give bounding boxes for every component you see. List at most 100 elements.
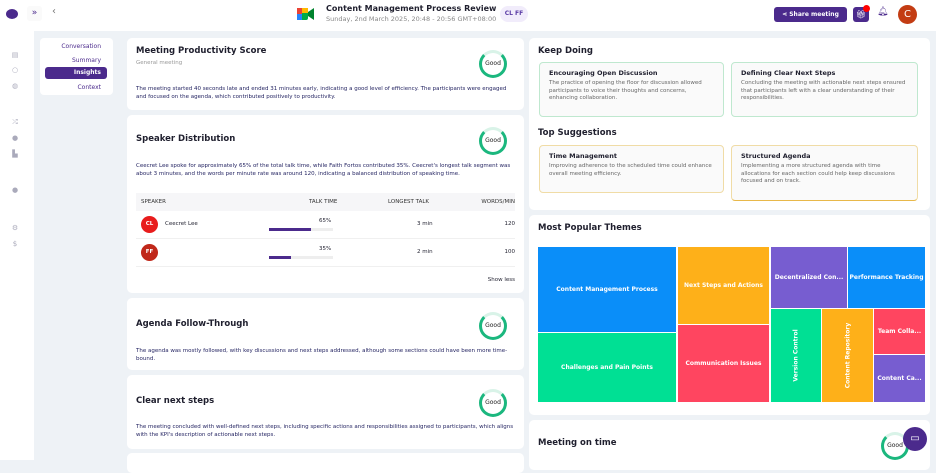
item-text: The practice of opening the floor for di… — [549, 80, 702, 101]
user-avatar[interactable]: C — [898, 5, 917, 24]
themes-card: Most Popular Themes Content Management P… — [529, 215, 930, 415]
show-less-link[interactable]: Show less — [487, 277, 515, 283]
search-icon[interactable]: ○ — [11, 66, 19, 74]
card-text: The meeting started 40 seconds late and … — [136, 86, 507, 100]
card-title: Agenda Follow-Through — [136, 319, 249, 329]
speaker-table: SPEAKER TALK TIME LONGEST TALK WORDS/MIN… — [136, 193, 515, 267]
longest-talk: 2 min — [417, 249, 433, 255]
col-speaker: SPEAKER — [141, 199, 166, 205]
agenda-card: Agenda Follow-Through Good The agenda wa… — [127, 298, 524, 370]
google-meet-icon — [297, 8, 314, 20]
app-logo[interactable] — [6, 9, 18, 19]
score-badge: Good — [479, 127, 507, 155]
item-text: Implementing a more structured agenda wi… — [741, 163, 895, 184]
talk-time: 35% — [319, 246, 332, 252]
item-text: Concluding the meeting with actionable n… — [741, 80, 906, 101]
nav-conversation[interactable]: Conversation — [61, 43, 101, 50]
tile-label: Decentralized Con... — [774, 274, 844, 281]
score-badge: Good — [479, 389, 507, 417]
next-steps-card: Clear next steps Good The meeting conclu… — [127, 375, 524, 449]
longest-talk: 3 min — [417, 221, 433, 227]
section-title: Most Popular Themes — [538, 223, 642, 233]
keep-doing-card: Keep Doing Encouraging Open Discussion Th… — [529, 38, 930, 210]
productivity-card: Meeting Productivity Score General meeti… — [127, 38, 524, 110]
col-words-per-min: WORDS/MIN — [481, 199, 515, 205]
back-button[interactable]: ‹ — [52, 6, 56, 17]
treemap-tile[interactable]: Communication Issues — [678, 325, 769, 402]
treemap-tile[interactable]: Performance Tracking — [848, 247, 925, 308]
section-title: Keep Doing — [538, 46, 593, 56]
notes-icon[interactable]: ▤ — [11, 51, 19, 59]
chart-pie-icon[interactable]: ● — [11, 134, 19, 142]
col-talk-time: TALK TIME — [309, 199, 338, 205]
words-per-min: 120 — [504, 221, 516, 227]
nav-summary[interactable]: Summary — [72, 57, 101, 64]
share-meeting-button[interactable]: ⋖ Share meeting — [774, 7, 847, 22]
chat-button[interactable]: ▭ — [903, 427, 927, 451]
participants-avatars[interactable]: CL FF — [500, 6, 528, 22]
card-text: The meeting concluded with well-defined … — [136, 424, 514, 438]
dollar-icon[interactable]: $ — [12, 240, 18, 248]
card-title: Clear next steps — [136, 396, 215, 406]
card-title: Meeting on time — [538, 438, 617, 448]
table-header: SPEAKER TALK TIME LONGEST TALK WORDS/MIN — [136, 193, 515, 211]
table-row: CL Ceecret Lee 65% 3 min 120 — [136, 211, 515, 239]
item-title: Time Management — [549, 152, 617, 160]
expand-sidebar-button[interactable]: » — [27, 6, 42, 21]
item-text: Improving adherence to the scheduled tim… — [549, 163, 712, 177]
treemap-tile[interactable]: Version Control — [771, 309, 821, 402]
item-title: Defining Clear Next Steps — [741, 69, 836, 77]
tile-label: Performance Tracking — [849, 274, 924, 281]
globe-search-icon[interactable]: ◍ — [11, 82, 19, 90]
keep-doing-item: Defining Clear Next Steps Concluding the … — [731, 62, 918, 117]
keep-doing-item: Encouraging Open Discussion The practice … — [539, 62, 724, 117]
table-row: FF 35% 2 min 100 — [136, 239, 515, 267]
bar-chart-icon[interactable]: ▙ — [12, 150, 18, 158]
treemap-tile[interactable]: Content Ca... — [874, 355, 925, 402]
nav-insights[interactable]: Insights — [45, 67, 107, 79]
suggestion-item: Structured Agenda Implementing a more str… — [731, 145, 918, 201]
talk-time-bar — [269, 256, 333, 259]
treemap-tile[interactable]: Team Colla... — [874, 309, 925, 354]
gift-icon: 🎁︎ — [855, 10, 867, 19]
tile-label: Content Repository — [844, 322, 851, 389]
treemap-tile[interactable]: Challenges and Pain Points — [538, 333, 676, 402]
section-title: Top Suggestions — [538, 128, 617, 138]
speaker-avatar: FF — [141, 244, 158, 261]
tile-label: Communication Issues — [685, 360, 762, 367]
tile-label: Challenges and Pain Points — [561, 364, 653, 371]
treemap-tile[interactable]: Next Steps and Actions — [678, 247, 769, 324]
item-title: Structured Agenda — [741, 152, 811, 160]
nav-context[interactable]: Context — [77, 84, 101, 91]
card-title: Speaker Distribution — [136, 134, 236, 144]
share-label: Share meeting — [789, 11, 839, 18]
talk-time-bar — [269, 228, 333, 231]
share-icon: ⋖ — [782, 11, 790, 18]
next-card — [127, 453, 524, 473]
card-text: The agenda was mostly followed, with key… — [136, 348, 508, 362]
item-title: Encouraging Open Discussion — [549, 69, 658, 77]
treemap-tile[interactable]: Decentralized Con... — [771, 247, 847, 308]
tile-label: Version Control — [792, 329, 800, 382]
words-per-min: 100 — [504, 249, 516, 255]
meeting-title: Content Management Process Review — [326, 4, 497, 13]
gear-icon[interactable]: ⚙ — [11, 224, 19, 232]
section-nav: Conversation Summary Insights Context — [40, 38, 113, 95]
shuffle-icon[interactable]: ⤮ — [12, 118, 18, 126]
tile-label: Next Steps and Actions — [684, 282, 763, 289]
bell-icon[interactable]: 🔔︎ — [877, 7, 889, 17]
talk-time: 65% — [319, 218, 332, 224]
tile-label: Team Colla... — [877, 328, 922, 335]
chat-icon: ▭ — [910, 433, 920, 444]
suggestion-item: Time Management Improving adherence to th… — [539, 145, 724, 193]
tile-label: Content Ca... — [877, 375, 922, 382]
left-rail — [0, 31, 34, 460]
col-longest-talk: LONGEST TALK — [388, 199, 430, 205]
treemap-tile[interactable]: Content Repository — [822, 309, 873, 402]
score-badge: Good — [479, 312, 507, 340]
treemap-tile[interactable]: Content Management Process — [538, 247, 676, 332]
tile-label: Content Management Process — [556, 286, 658, 293]
meeting-datetime: Sunday, 2nd March 2025, 20:48 - 20:56 GM… — [326, 15, 497, 23]
speaker-distribution-card: Speaker Distribution Good Ceecret Lee sp… — [127, 115, 524, 293]
bulb-icon[interactable]: ● — [11, 186, 19, 194]
